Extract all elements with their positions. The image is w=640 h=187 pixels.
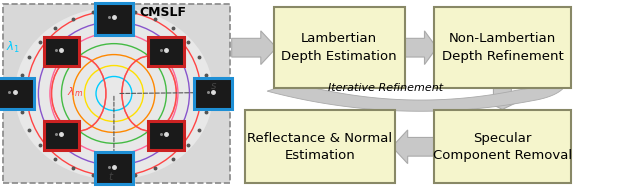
Text: $s$: $s$ (210, 81, 217, 91)
Text: Lambertian
Depth Estimation: Lambertian Depth Estimation (282, 32, 397, 63)
Text: CMSLF: CMSLF (140, 6, 187, 19)
FancyBboxPatch shape (95, 153, 133, 184)
Polygon shape (232, 31, 276, 65)
Polygon shape (402, 31, 437, 65)
Polygon shape (486, 87, 518, 109)
Text: $\lambda_m$: $\lambda_m$ (67, 85, 83, 99)
Text: Specular
Component Removal: Specular Component Removal (433, 131, 572, 162)
FancyBboxPatch shape (434, 110, 571, 183)
FancyBboxPatch shape (148, 37, 184, 66)
Ellipse shape (15, 7, 213, 180)
Text: $\lambda_1$: $\lambda_1$ (6, 39, 20, 55)
Text: Non-Lambertian
Depth Refinement: Non-Lambertian Depth Refinement (442, 32, 563, 63)
Text: Iterative Refinement: Iterative Refinement (328, 83, 443, 93)
FancyBboxPatch shape (194, 78, 232, 109)
Text: $t$: $t$ (108, 171, 114, 183)
FancyBboxPatch shape (434, 7, 571, 88)
Polygon shape (392, 130, 437, 164)
FancyBboxPatch shape (44, 37, 79, 66)
FancyBboxPatch shape (245, 110, 396, 183)
FancyBboxPatch shape (95, 3, 133, 34)
FancyBboxPatch shape (274, 7, 405, 88)
Polygon shape (267, 83, 564, 111)
FancyBboxPatch shape (3, 4, 230, 183)
Text: Reflectance & Normal
Estimation: Reflectance & Normal Estimation (248, 131, 392, 162)
FancyBboxPatch shape (148, 121, 184, 150)
FancyBboxPatch shape (0, 78, 33, 109)
FancyBboxPatch shape (44, 121, 79, 150)
